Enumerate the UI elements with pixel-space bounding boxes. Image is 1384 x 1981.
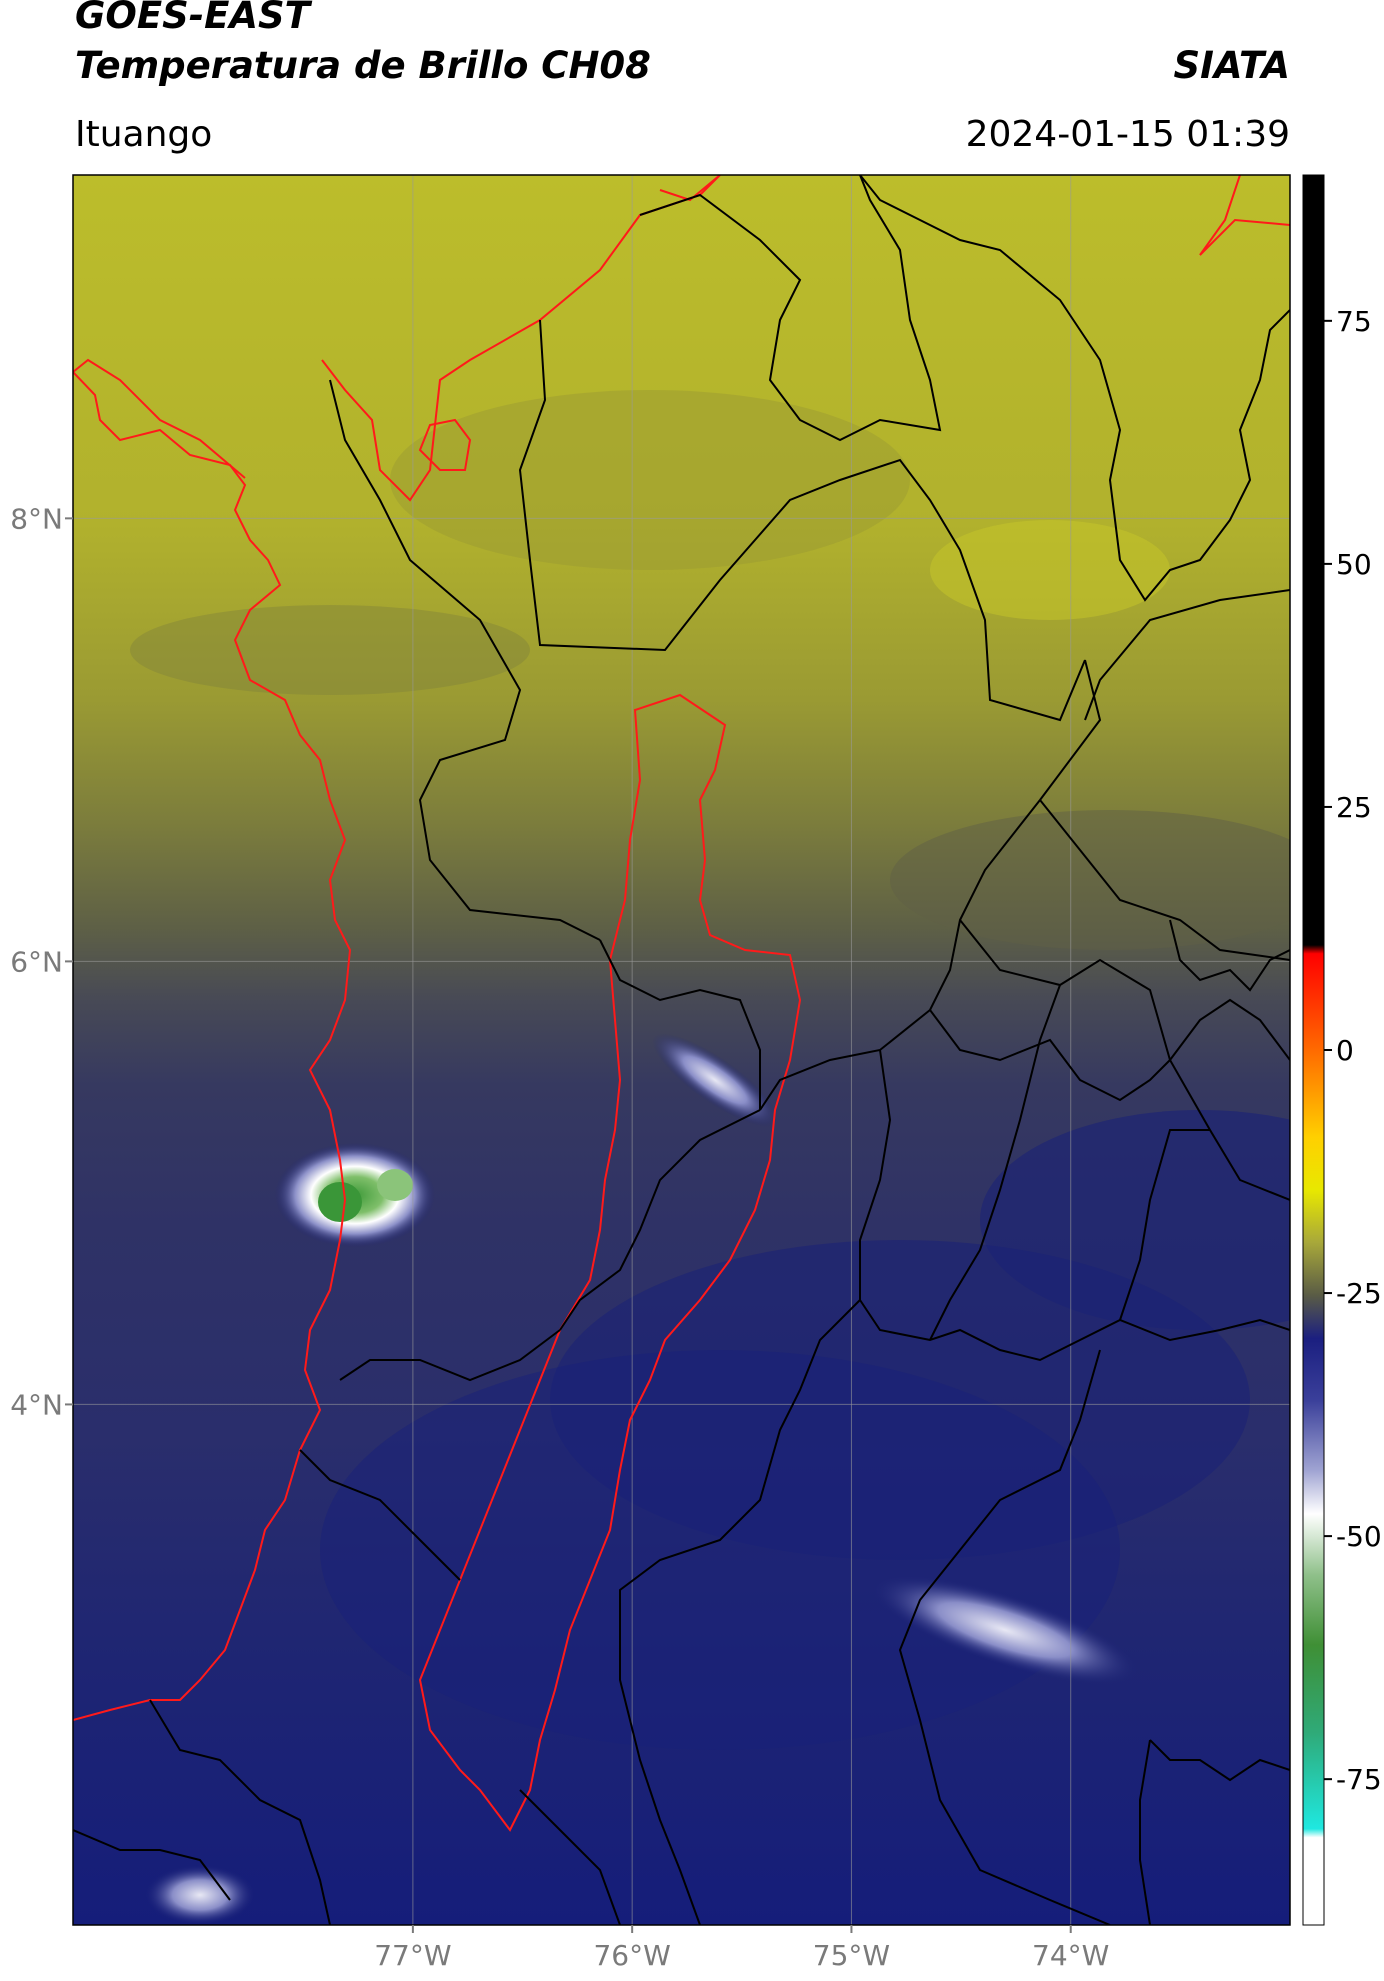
colorbar: 75 50 25 0 -25 -50 -75 (1302, 174, 1382, 1926)
lon-tick-label: 74°W (1032, 1939, 1109, 1972)
cauca-basin-outline (418, 693, 802, 1832)
map-border (72, 174, 1291, 1926)
gulf-coastline (418, 418, 472, 471)
storm-core (318, 1182, 362, 1222)
satellite-title: GOES-EAST (75, 0, 310, 37)
colorbar-scale (1303, 175, 1324, 1925)
pacific-coastline (73, 371, 352, 1721)
lon-tick-label: 77°W (374, 1939, 451, 1972)
lat-tick-label: 8°N (10, 502, 63, 535)
admin-boundaries (73, 175, 1290, 1925)
timestamp-label: 2024-01-15 01:39 (965, 114, 1290, 155)
storm-core (377, 1169, 413, 1201)
map-panel (73, 175, 1290, 1925)
panama-coastline (73, 358, 246, 479)
colorbar-tick-label: -75 (1336, 1763, 1382, 1796)
cloud-streak (145, 1865, 255, 1925)
warm-patch (930, 520, 1170, 620)
lon-tick-label: 75°W (813, 1939, 890, 1972)
cold-patch (320, 1350, 1120, 1750)
product-title: Temperatura de Brillo CH08 (75, 44, 651, 87)
colorbar-tick-label: 75 (1336, 305, 1372, 338)
colorbar-tick-label: 50 (1336, 548, 1372, 581)
latitude-ticks: 8°N 6°N 4°N (10, 502, 73, 1421)
organization-label: SIATA (1173, 44, 1290, 87)
region-label: Ituango (75, 114, 213, 155)
cloud-streak (871, 1575, 1139, 1685)
lat-tick-label: 4°N (10, 1388, 63, 1421)
caribbean-coastline (1199, 218, 1290, 256)
caribbean-coastline (659, 175, 721, 202)
colorbar-tick-label: 25 (1336, 791, 1372, 824)
lon-tick-label: 76°W (593, 1939, 670, 1972)
colorbar-tick-label: -50 (1336, 1520, 1382, 1553)
longitude-ticks: 77°W 76°W 75°W 74°W (374, 1925, 1109, 1972)
cloud-streak (652, 1033, 778, 1127)
colorbar-ticks: 75 50 25 0 -25 -50 -75 (1324, 305, 1382, 1796)
colorbar-tick-label: -25 (1336, 1277, 1382, 1310)
caribbean-coastline (1199, 175, 1241, 256)
lat-tick-label: 6°N (10, 945, 63, 978)
colorbar-tick-label: 0 (1336, 1034, 1354, 1067)
warm-patch (390, 390, 910, 570)
mid-patch (890, 810, 1290, 950)
gridlines (73, 175, 1290, 1925)
mid-patch (130, 605, 530, 695)
